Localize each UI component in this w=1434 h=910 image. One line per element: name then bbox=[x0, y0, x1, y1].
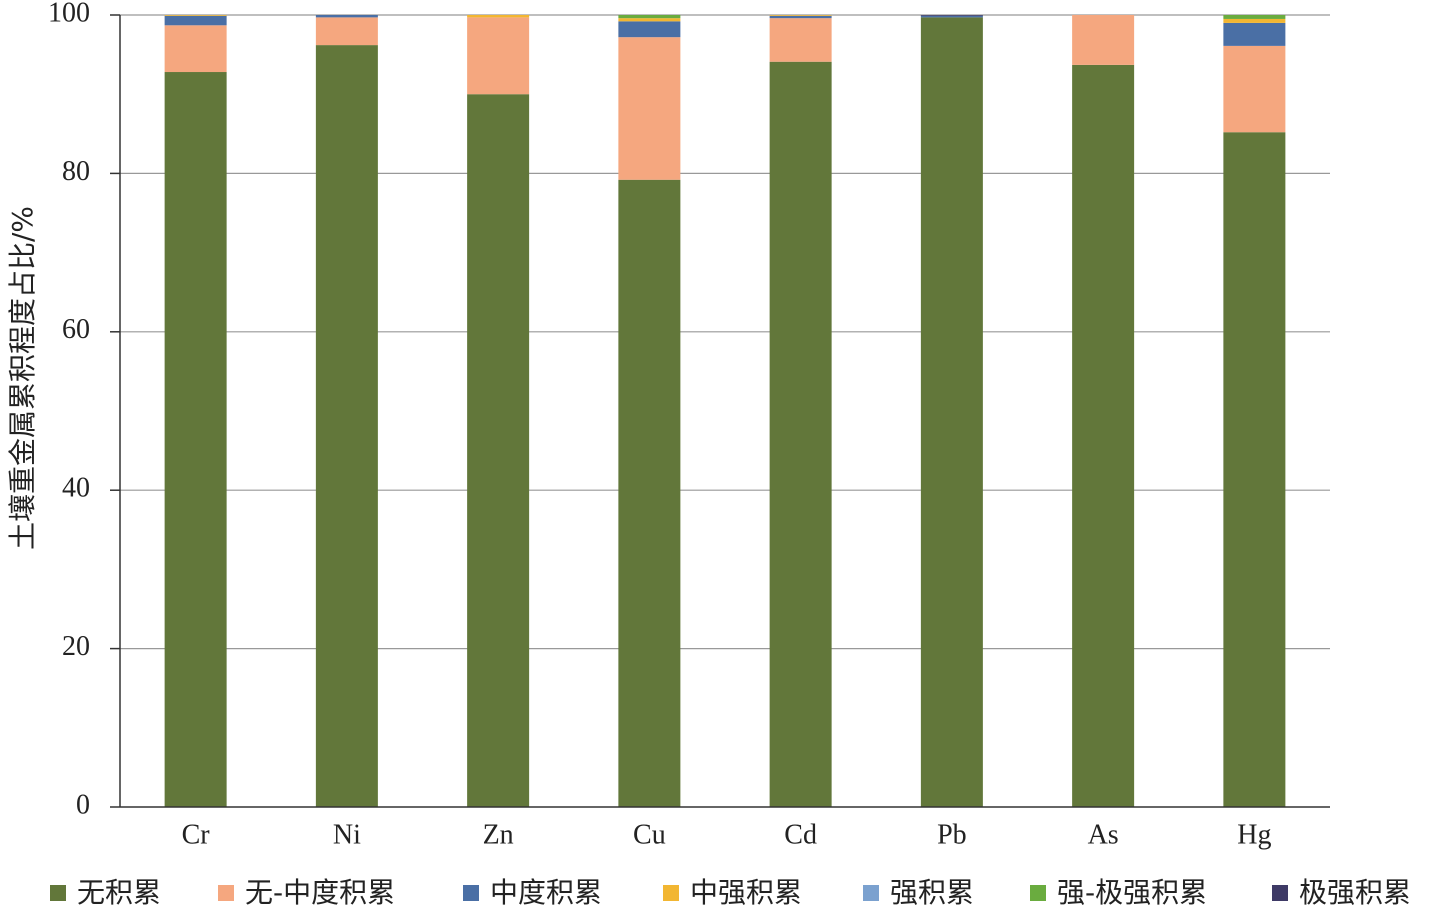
bar-segment bbox=[315, 15, 378, 18]
bar-segment bbox=[920, 15, 983, 18]
bar-segment bbox=[920, 17, 983, 808]
bar-segment bbox=[618, 21, 681, 38]
bar-segment bbox=[164, 72, 227, 808]
x-tick-label: Cu bbox=[633, 819, 666, 850]
bar-segment bbox=[164, 15, 227, 16]
legend-label: 强-极强积累 bbox=[1057, 876, 1207, 909]
bar-segment bbox=[315, 17, 378, 46]
legend-label: 无积累 bbox=[77, 876, 161, 909]
bar-segment bbox=[769, 15, 832, 19]
legend-label: 中强积累 bbox=[690, 876, 802, 909]
bar-segment bbox=[618, 179, 681, 808]
legend-swatch bbox=[1030, 885, 1046, 901]
bar-segment bbox=[467, 17, 530, 95]
x-tick-label: As bbox=[1088, 819, 1119, 850]
bar-segment bbox=[769, 61, 832, 807]
x-tick-label: Pb bbox=[937, 819, 967, 850]
legend-label: 中度积累 bbox=[490, 876, 602, 909]
bar-segment bbox=[769, 15, 832, 16]
x-tick-label: Hg bbox=[1237, 819, 1271, 850]
bar-segment bbox=[1223, 22, 1286, 46]
bar-segment bbox=[1223, 132, 1286, 807]
y-tick-label: 60 bbox=[62, 314, 90, 345]
x-tick-label: Zn bbox=[483, 819, 514, 850]
bar-segment bbox=[618, 18, 681, 22]
bar-segment bbox=[467, 94, 530, 807]
bar-segment bbox=[920, 15, 983, 16]
y-tick-label: 0 bbox=[76, 789, 90, 820]
legend-label: 强积累 bbox=[890, 876, 974, 909]
bar-segment bbox=[164, 15, 227, 26]
legend-swatch bbox=[463, 885, 479, 901]
legend-swatch bbox=[1272, 885, 1288, 901]
bar-segment bbox=[315, 45, 378, 807]
bar-segment bbox=[618, 15, 681, 19]
bar-segment bbox=[164, 25, 227, 73]
y-axis-title: 土壤重金属累积程度占比/% bbox=[6, 206, 39, 550]
legend-label: 无-中度积累 bbox=[245, 876, 395, 909]
legend-swatch bbox=[50, 885, 66, 901]
bar-segment bbox=[618, 37, 681, 180]
bar-segment bbox=[467, 15, 530, 18]
legend-swatch bbox=[863, 885, 879, 901]
x-tick-label: Cd bbox=[784, 819, 817, 850]
bar-segment bbox=[1072, 15, 1135, 65]
y-tick-label: 100 bbox=[48, 0, 90, 28]
bar-segment bbox=[769, 18, 832, 62]
bar-segment bbox=[1223, 18, 1286, 23]
bar-segment bbox=[1072, 64, 1135, 807]
y-tick-label: 80 bbox=[62, 156, 90, 187]
bar-segment bbox=[1223, 45, 1286, 133]
x-tick-label: Ni bbox=[333, 819, 361, 850]
legend-label: 极强积累 bbox=[1299, 876, 1411, 909]
bar-segment bbox=[1223, 15, 1286, 19]
y-tick-label: 40 bbox=[62, 473, 90, 504]
y-tick-label: 20 bbox=[62, 631, 90, 662]
x-tick-label: Cr bbox=[182, 819, 211, 850]
legend-swatch bbox=[663, 885, 679, 901]
legend-swatch bbox=[218, 885, 234, 901]
